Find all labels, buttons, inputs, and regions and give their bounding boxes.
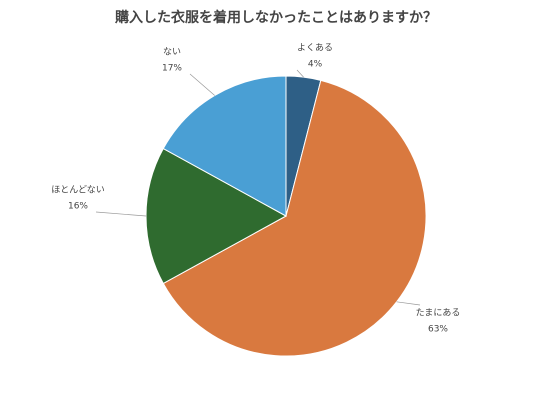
slice-label: ほとんどない — [51, 185, 105, 196]
slice-label: よくある — [297, 43, 333, 54]
slice-value-label: 63% — [428, 325, 448, 335]
slice-label: たまにある — [416, 308, 461, 319]
slice-label: ない — [163, 47, 181, 58]
pie-slice — [162, 79, 427, 357]
slice-value-label: 17% — [162, 64, 182, 74]
slice-value-label: 4% — [308, 60, 323, 70]
leader-line — [95, 211, 147, 217]
leader-line — [189, 73, 215, 96]
pie-slice — [145, 147, 288, 285]
leader-line — [396, 301, 421, 306]
slice-value-label: 16% — [68, 202, 88, 212]
leader-line — [296, 69, 304, 78]
chart-title: 購入した衣服を着用しなかったことはありますか？ — [114, 9, 437, 26]
